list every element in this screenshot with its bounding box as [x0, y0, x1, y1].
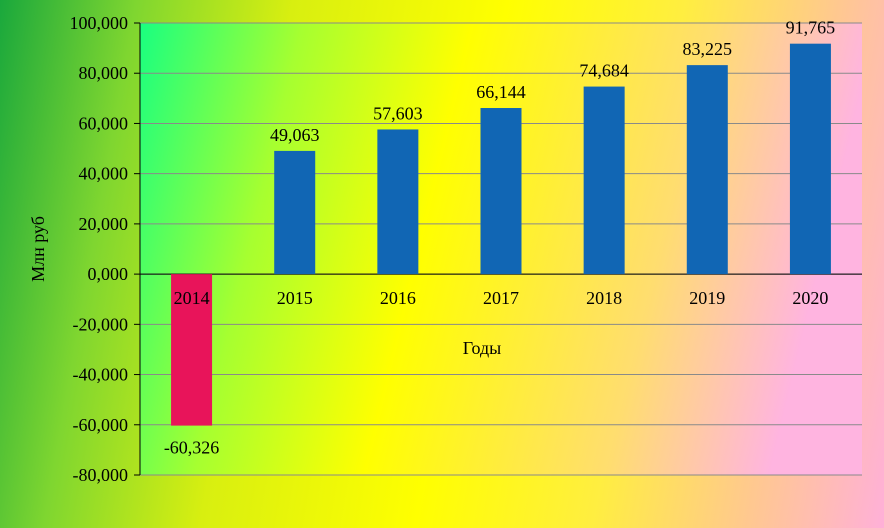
x-tick-label: 2019 — [689, 288, 725, 308]
y-tick-label: 100,000 — [70, 13, 129, 33]
y-tick-label: 40,000 — [79, 164, 129, 184]
bar-series — [171, 43, 831, 426]
x-tick-label: 2018 — [586, 288, 622, 308]
bar-2016 — [377, 129, 419, 275]
y-tick-label: 0,000 — [88, 264, 129, 284]
x-tick-label: 2014 — [174, 288, 210, 308]
data-label-2015: 49,063 — [270, 125, 320, 145]
bar-2014 — [171, 274, 213, 426]
y-axis-title: Млн руб — [28, 216, 48, 282]
y-tick-label: 80,000 — [79, 63, 129, 83]
y-tick-label: -60,000 — [73, 415, 129, 435]
y-tick-label: 60,000 — [79, 113, 129, 133]
bar-2017 — [480, 108, 522, 275]
y-tick-label: -20,000 — [73, 314, 129, 334]
y-tick-label: -80,000 — [73, 465, 129, 485]
x-tick-label: 2017 — [483, 288, 519, 308]
data-label-2016: 57,603 — [373, 103, 423, 123]
y-tick-label: -40,000 — [73, 365, 129, 385]
bar-2019 — [686, 65, 728, 275]
data-label-2017: 66,144 — [476, 82, 526, 102]
x-tick-label: 2016 — [380, 288, 416, 308]
data-label-2020: 91,765 — [786, 18, 836, 38]
y-tick-label: 20,000 — [79, 214, 129, 234]
bar-2015 — [274, 150, 316, 275]
x-tick-label: 2020 — [792, 288, 828, 308]
x-axis-title: Годы — [463, 338, 502, 358]
data-label-2019: 83,225 — [683, 39, 733, 59]
x-axis-tick-labels: 2014 2015 2016 2017 2018 2019 2020 — [174, 288, 829, 308]
x-tick-label: 2015 — [277, 288, 313, 308]
data-label-2018: 74,684 — [579, 61, 629, 81]
bar-2020 — [789, 43, 831, 275]
bar-2018 — [583, 86, 625, 275]
data-labels: -60,326 49,063 57,603 66,144 74,684 83,225 91,… — [164, 18, 835, 458]
data-label-2014: -60,326 — [164, 438, 220, 458]
y-axis-tick-labels: -80,000 -60,000 -40,000 -20,000 0,000 20,000 4… — [70, 13, 129, 485]
